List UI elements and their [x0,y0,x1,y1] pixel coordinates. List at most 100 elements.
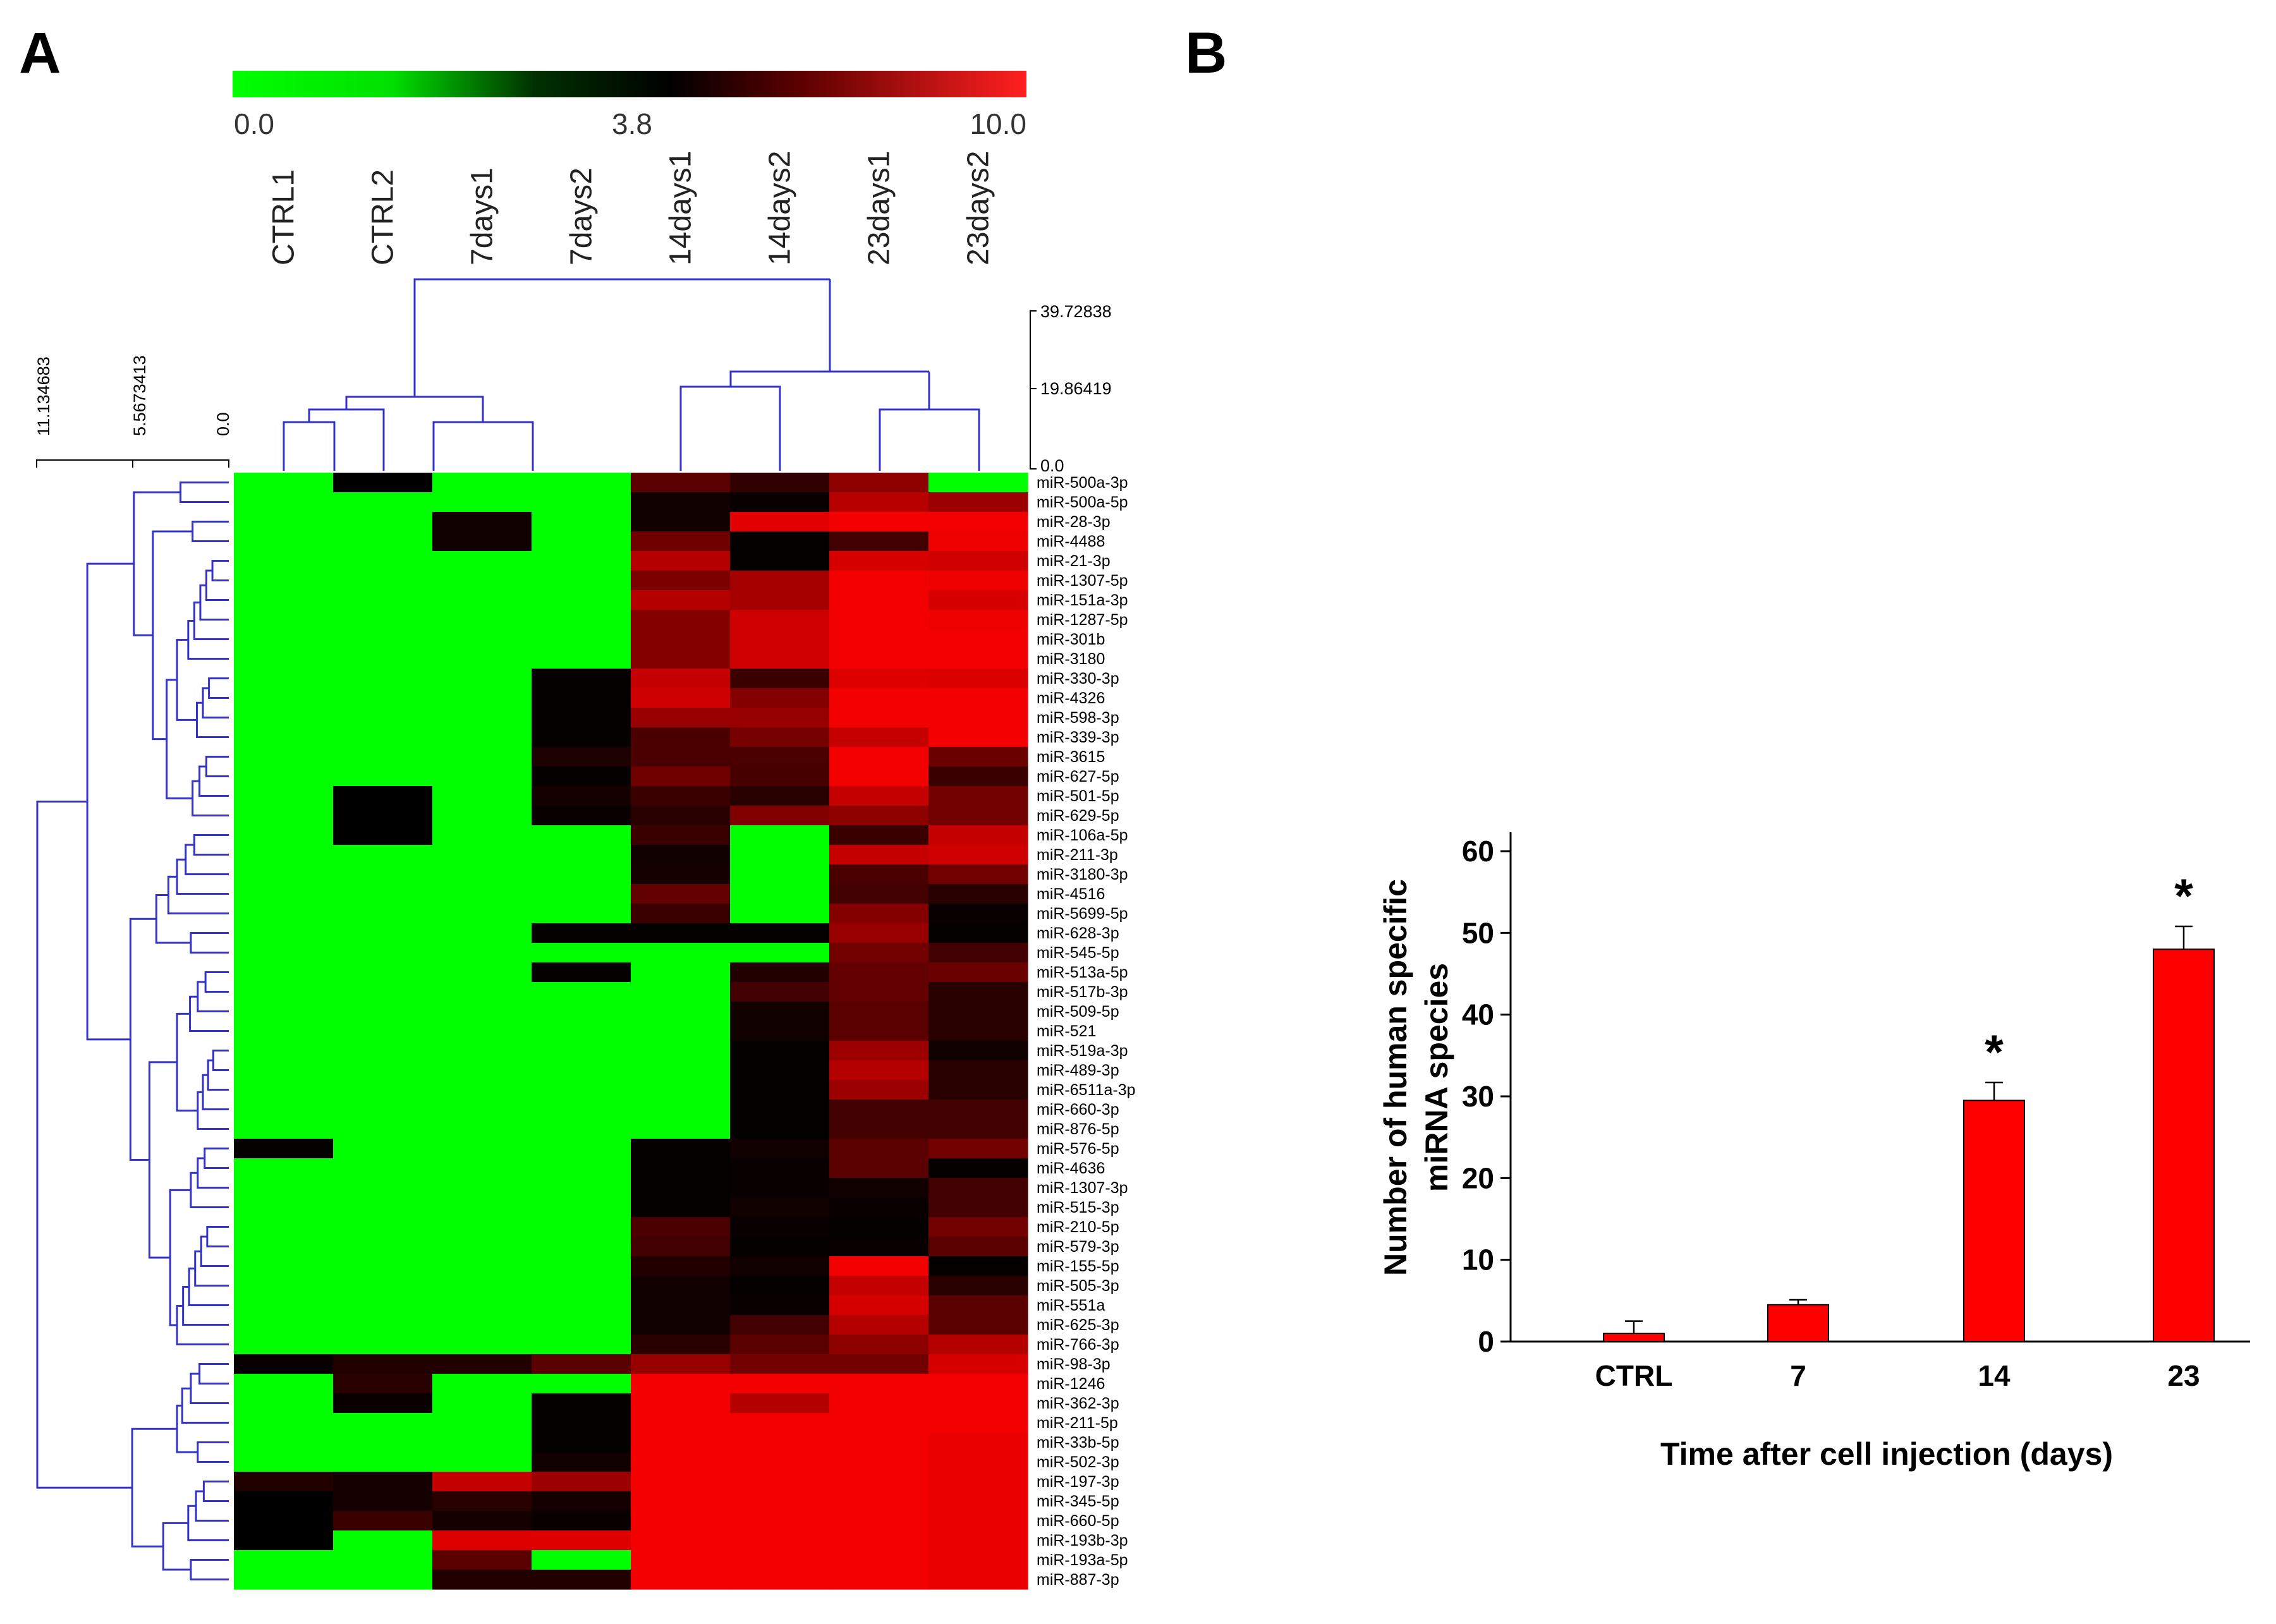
heatmap-cell [234,1511,334,1531]
heatmap-cell [631,571,731,591]
heatmap-cell [829,982,929,1002]
heatmap-cell [532,1472,631,1492]
heatmap-cell [829,1570,929,1590]
heatmap-cell [730,1530,830,1551]
heatmap-cell [333,1354,433,1374]
row-label: miR-500a-5p [1037,494,1128,511]
heatmap-cell [631,1276,731,1296]
heatmap-cell [730,806,830,826]
heatmap-cell [532,825,631,845]
heatmap-cell [928,1100,1028,1120]
heatmap-cell [631,708,731,728]
heatmap-cell [234,1315,334,1335]
heatmap-cell [631,1158,731,1179]
row-label: miR-6511a-3p [1037,1081,1136,1099]
heatmap-cell [730,845,830,865]
heatmap-cell [829,1491,929,1512]
bar-y-tick-label: 0 [1478,1325,1494,1358]
heatmap-cell [234,1080,334,1100]
heatmap-cell [829,669,929,689]
heatmap-cell [730,551,830,571]
heatmap-cell [829,1511,929,1531]
heatmap-cell [333,669,433,689]
heatmap-cell [730,1550,830,1570]
row-label: miR-502-3p [1037,1453,1119,1471]
column-dendrogram-scale: 39.72838 19.86419 0.0 [1030,302,1112,475]
bar-x-tick-label: 7 [1790,1359,1806,1392]
heatmap-cell [928,904,1028,924]
heatmap-cell [631,1550,731,1570]
row-label: miR-627-5p [1037,768,1119,785]
heatmap-cell [432,1570,532,1590]
heatmap-cell [333,571,433,591]
heatmap-cell [532,1060,631,1081]
heatmap-cell [333,688,433,708]
row-label: miR-339-3p [1037,729,1119,746]
heatmap-cell [928,1256,1028,1276]
heatmap-cell [532,1491,631,1512]
row-label: miR-1246 [1037,1375,1105,1393]
heatmap-cell [928,1080,1028,1100]
heatmap-cell [432,727,532,748]
heatmap-cell [631,923,731,943]
heatmap-cell [432,923,532,943]
heatmap-cell [333,727,433,748]
heatmap-cell [432,982,532,1002]
row-label: miR-501-5p [1037,787,1119,805]
heatmap-cell [829,1374,929,1394]
heatmap-cell [829,884,929,904]
heatmap-cell [730,1119,830,1139]
heatmap-cell [829,1060,929,1081]
heatmap-row-labels: miR-500a-3p miR-500a-5p miR-28-3p miR-4488 m… [1037,474,1136,1589]
heatmap-cell [730,1197,830,1218]
heatmap-cell [730,1452,830,1472]
bar-x-axis: CTRL 7 14 23 [1511,1340,2250,1392]
column-dendrogram [283,278,980,471]
heatmap-cell [730,1354,830,1374]
heatmap-cell [631,1060,731,1081]
heatmap-cell [730,1178,830,1198]
heatmap-cell [829,610,929,630]
heatmap-cell [532,473,631,493]
bar-x-tick-label: CTRL [1595,1359,1673,1392]
heatmap-cell [928,1393,1028,1414]
heatmap-cell [730,669,830,689]
heatmap-cell [829,727,929,748]
heatmap-cell [333,1315,433,1335]
row-label: miR-509-5p [1037,1003,1119,1021]
bar [1603,1333,1665,1342]
heatmap-cell [532,923,631,943]
column-label: 23days2 [962,151,995,265]
heatmap-cell [432,531,532,552]
heatmap-cell [333,1374,433,1394]
colorbar-max-label: 10.0 [970,107,1026,140]
heatmap-cell [432,1354,532,1374]
heatmap-cell [730,629,830,650]
heatmap-cell [333,884,433,904]
heatmap-cell [432,590,532,610]
heatmap-cell [532,610,631,630]
bar-ylabel-line2: miRNA species [1419,963,1454,1192]
heatmap-cell [730,708,830,728]
row-label: miR-155-5p [1037,1257,1119,1275]
row-scale-mid: 5.5673413 [130,355,149,436]
heatmap-cell [532,1393,631,1414]
heatmap-cell [829,904,929,924]
heatmap-cell [432,864,532,885]
heatmap-cell [432,1158,532,1179]
heatmap-cell [234,1374,334,1394]
heatmap-cell [532,962,631,983]
heatmap-cell [234,1276,334,1296]
heatmap-cell [532,904,631,924]
heatmap-cell [532,1550,631,1570]
heatmap-cell [432,1550,532,1570]
heatmap-cell [631,492,731,512]
heatmap-cell [234,531,334,552]
heatmap-cell [432,1041,532,1061]
heatmap-column-labels: CTRL1 CTRL2 7days1 7days2 14days1 14days2 23da… [267,151,995,265]
heatmap-cell [631,531,731,552]
heatmap-cell [432,512,532,532]
heatmap-cell [432,1139,532,1159]
heatmap-cell [432,1413,532,1433]
